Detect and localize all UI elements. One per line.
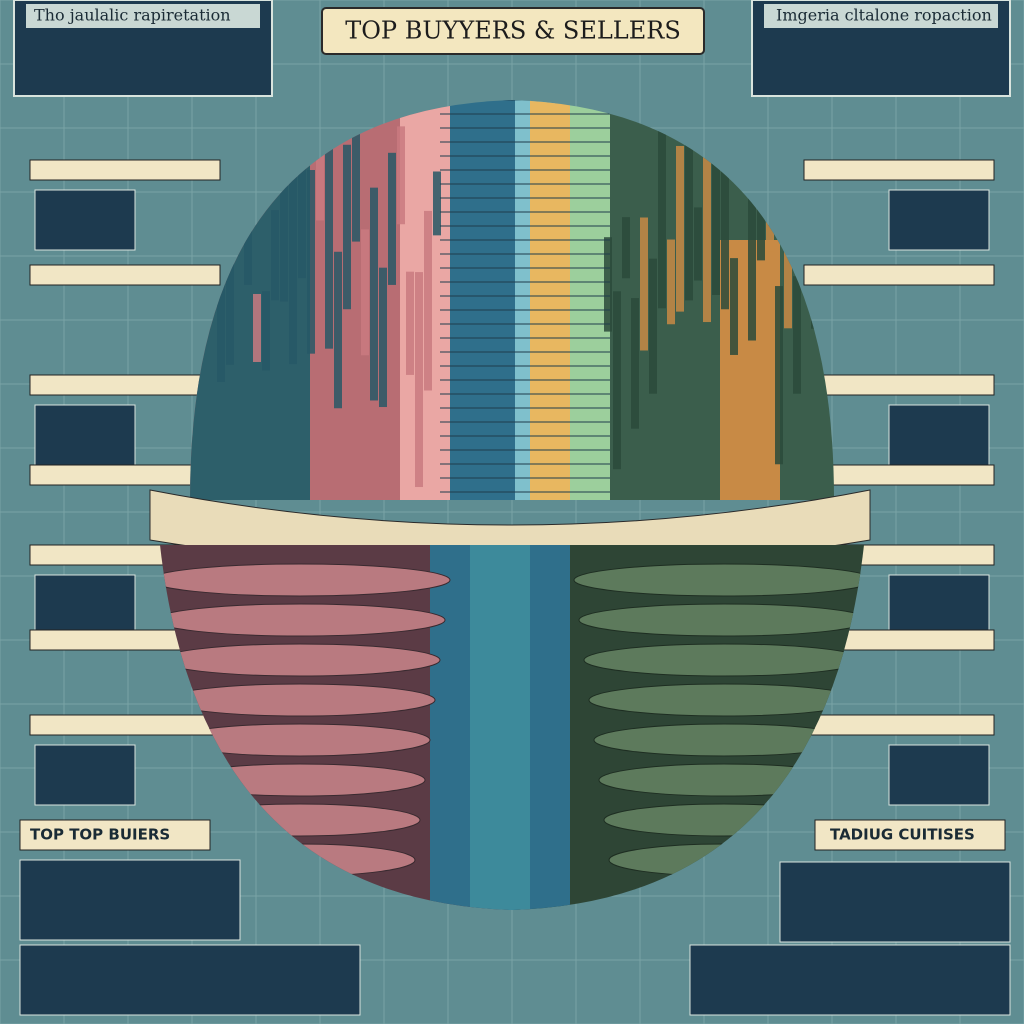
spike bbox=[748, 180, 756, 341]
spike bbox=[793, 276, 801, 394]
title-box bbox=[321, 7, 705, 55]
panel bbox=[888, 574, 990, 636]
spike bbox=[721, 171, 729, 310]
spike bbox=[640, 217, 648, 351]
spike bbox=[307, 170, 315, 354]
label-box bbox=[803, 374, 995, 396]
spike bbox=[316, 147, 324, 221]
panel bbox=[689, 944, 1011, 1016]
bottom-left-title: TOP TOP BUIERS bbox=[30, 826, 170, 844]
panel-title-box bbox=[19, 819, 211, 851]
panel bbox=[888, 404, 990, 466]
spike bbox=[757, 182, 765, 261]
bottom-right-title: TADIUG CUITISES bbox=[830, 826, 975, 844]
spike bbox=[397, 126, 405, 225]
label-box bbox=[803, 714, 995, 736]
spike bbox=[226, 199, 234, 365]
spike bbox=[289, 146, 297, 365]
panel bbox=[34, 404, 136, 466]
spike bbox=[685, 107, 693, 301]
spike bbox=[262, 291, 270, 371]
globe-bottom bbox=[160, 545, 864, 910]
side-panels bbox=[29, 159, 995, 806]
panel bbox=[19, 944, 361, 1016]
label-box bbox=[803, 159, 995, 181]
layer bbox=[578, 603, 864, 637]
spike bbox=[649, 258, 657, 394]
spike bbox=[775, 286, 783, 465]
layer bbox=[164, 683, 436, 717]
label-box bbox=[29, 374, 221, 396]
spike bbox=[424, 210, 432, 391]
panel bbox=[34, 744, 136, 806]
spike bbox=[676, 145, 684, 312]
caption-box bbox=[26, 4, 260, 28]
spike bbox=[631, 298, 639, 429]
spike bbox=[433, 171, 441, 236]
layer bbox=[583, 643, 864, 677]
spike bbox=[658, 104, 666, 309]
spike bbox=[415, 272, 423, 488]
spike bbox=[604, 237, 612, 332]
spike bbox=[298, 130, 306, 279]
label-box bbox=[29, 159, 221, 181]
label-box bbox=[29, 264, 221, 286]
panel bbox=[34, 189, 136, 251]
layer bbox=[573, 563, 864, 597]
panel bbox=[34, 574, 136, 636]
spike bbox=[694, 207, 702, 281]
title: TOP BUYYERS & SELLERS bbox=[345, 17, 681, 45]
panel-title-box bbox=[814, 819, 1006, 851]
spike bbox=[388, 152, 396, 285]
label-box bbox=[803, 264, 995, 286]
panel bbox=[19, 859, 241, 941]
layer bbox=[588, 683, 860, 717]
spike bbox=[406, 271, 414, 375]
spike bbox=[379, 267, 387, 408]
spike bbox=[253, 293, 261, 362]
globe-top bbox=[190, 100, 834, 500]
panel bbox=[888, 744, 990, 806]
spike bbox=[667, 239, 675, 325]
spike bbox=[325, 147, 333, 349]
spike bbox=[712, 155, 720, 295]
spike bbox=[334, 251, 342, 409]
decoration bbox=[470, 545, 530, 910]
right-caption: Imgeria cltalone ropaction bbox=[776, 6, 992, 25]
spike bbox=[703, 129, 711, 323]
decoration bbox=[160, 563, 864, 877]
spike bbox=[271, 210, 279, 301]
layer bbox=[160, 563, 451, 597]
decoration bbox=[530, 100, 570, 500]
spike bbox=[280, 134, 288, 302]
layer bbox=[160, 643, 441, 677]
label-box bbox=[29, 714, 221, 736]
left-caption: Tho jaulalic rapiretation bbox=[34, 6, 231, 25]
spike bbox=[217, 256, 225, 382]
spike bbox=[613, 291, 621, 470]
panel bbox=[779, 861, 1011, 943]
spike bbox=[361, 229, 369, 356]
spike bbox=[352, 109, 360, 242]
layer bbox=[160, 603, 446, 637]
decoration bbox=[570, 100, 610, 500]
panel bbox=[888, 189, 990, 251]
caption-box bbox=[764, 4, 998, 28]
spike bbox=[730, 258, 738, 355]
spike bbox=[370, 187, 378, 401]
spike bbox=[343, 144, 351, 310]
spike bbox=[622, 217, 630, 279]
